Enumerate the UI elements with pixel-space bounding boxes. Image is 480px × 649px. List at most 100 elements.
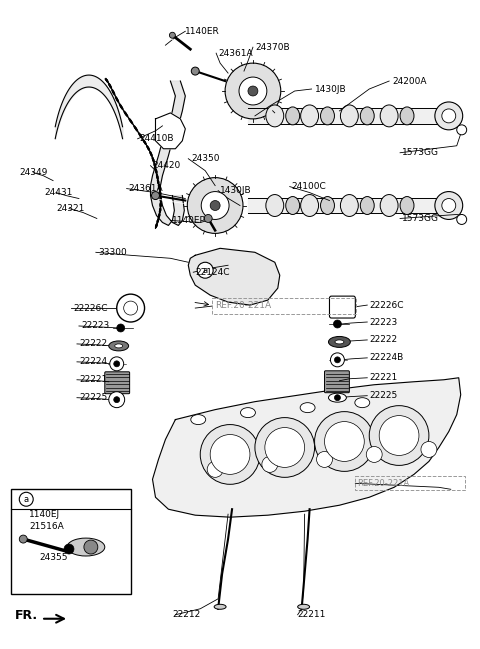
- Ellipse shape: [300, 195, 319, 217]
- Text: 1573GG: 1573GG: [402, 148, 439, 157]
- Circle shape: [379, 415, 419, 456]
- Circle shape: [442, 109, 456, 123]
- Text: REF.20-221A: REF.20-221A: [357, 479, 409, 488]
- Text: 1140EP: 1140EP: [172, 216, 206, 225]
- Text: REF.20-221A: REF.20-221A: [215, 300, 271, 310]
- Circle shape: [442, 199, 456, 212]
- Text: 24370B: 24370B: [255, 43, 289, 52]
- Circle shape: [239, 77, 267, 105]
- Circle shape: [110, 357, 124, 371]
- Ellipse shape: [298, 604, 310, 609]
- Text: a: a: [203, 265, 208, 275]
- Text: 22222: 22222: [79, 339, 107, 349]
- Circle shape: [109, 392, 125, 408]
- Text: 22226C: 22226C: [73, 304, 108, 313]
- Ellipse shape: [443, 106, 459, 126]
- Circle shape: [114, 361, 120, 367]
- Ellipse shape: [300, 402, 315, 413]
- Circle shape: [192, 67, 199, 75]
- Ellipse shape: [340, 105, 358, 127]
- FancyBboxPatch shape: [324, 371, 349, 393]
- Circle shape: [19, 535, 27, 543]
- Text: 33300: 33300: [98, 248, 127, 257]
- Text: 1140ER: 1140ER: [185, 27, 220, 36]
- Ellipse shape: [286, 107, 300, 125]
- Circle shape: [201, 191, 229, 219]
- Text: 1573GG: 1573GG: [402, 214, 439, 223]
- Ellipse shape: [380, 105, 398, 127]
- Circle shape: [435, 191, 463, 219]
- Text: 22222: 22222: [369, 336, 397, 345]
- Text: 1430JB: 1430JB: [220, 186, 252, 195]
- Circle shape: [64, 544, 74, 554]
- Text: 22212: 22212: [172, 610, 201, 619]
- Circle shape: [117, 324, 125, 332]
- Ellipse shape: [360, 107, 374, 125]
- Circle shape: [225, 63, 281, 119]
- Ellipse shape: [321, 197, 335, 214]
- Ellipse shape: [191, 415, 206, 424]
- Ellipse shape: [321, 107, 335, 125]
- Text: 24431: 24431: [44, 188, 72, 197]
- Circle shape: [421, 441, 437, 458]
- Text: a: a: [24, 495, 29, 504]
- Circle shape: [197, 262, 213, 278]
- Circle shape: [200, 424, 260, 484]
- Text: 22224: 22224: [79, 358, 107, 366]
- Text: 22224B: 22224B: [369, 353, 404, 362]
- Text: 24200A: 24200A: [392, 77, 427, 86]
- Ellipse shape: [300, 105, 319, 127]
- Bar: [212, 298, 356, 314]
- Circle shape: [255, 417, 314, 478]
- Circle shape: [335, 357, 340, 363]
- Circle shape: [84, 540, 98, 554]
- Text: 1140EJ: 1140EJ: [29, 509, 60, 519]
- Text: 1430JB: 1430JB: [314, 84, 346, 93]
- Circle shape: [169, 32, 175, 38]
- Ellipse shape: [240, 408, 255, 417]
- Ellipse shape: [328, 393, 347, 402]
- Ellipse shape: [115, 344, 123, 348]
- Text: 22223: 22223: [369, 317, 397, 326]
- Circle shape: [316, 452, 333, 467]
- Text: 24361A: 24361A: [218, 49, 253, 58]
- FancyBboxPatch shape: [105, 372, 130, 394]
- Polygon shape: [153, 378, 461, 517]
- FancyBboxPatch shape: [329, 296, 355, 318]
- Ellipse shape: [109, 341, 129, 351]
- Circle shape: [369, 406, 429, 465]
- Ellipse shape: [380, 195, 398, 217]
- Text: 24350: 24350: [192, 154, 220, 163]
- Text: 21516A: 21516A: [29, 522, 64, 531]
- Circle shape: [330, 353, 344, 367]
- Ellipse shape: [214, 604, 226, 609]
- Text: 24361A: 24361A: [129, 184, 163, 193]
- Ellipse shape: [266, 195, 284, 217]
- Circle shape: [265, 428, 305, 467]
- Text: 24420: 24420: [153, 161, 181, 170]
- Polygon shape: [156, 113, 185, 149]
- Text: 22124C: 22124C: [195, 268, 230, 276]
- Text: 22211: 22211: [298, 610, 326, 619]
- Circle shape: [334, 320, 341, 328]
- Circle shape: [187, 178, 243, 234]
- Ellipse shape: [266, 105, 284, 127]
- Text: 24410B: 24410B: [140, 134, 174, 143]
- Text: 22225: 22225: [369, 391, 397, 400]
- Ellipse shape: [360, 197, 374, 214]
- Text: 24355: 24355: [39, 552, 68, 561]
- Circle shape: [248, 86, 258, 96]
- Circle shape: [457, 214, 467, 225]
- Ellipse shape: [67, 538, 105, 556]
- Bar: [355, 476, 465, 490]
- Text: 22226C: 22226C: [369, 300, 404, 310]
- Circle shape: [366, 447, 382, 462]
- Circle shape: [335, 395, 340, 400]
- Circle shape: [435, 102, 463, 130]
- Ellipse shape: [355, 398, 370, 408]
- Circle shape: [314, 411, 374, 471]
- Circle shape: [117, 294, 144, 322]
- Circle shape: [207, 461, 223, 478]
- Text: FR.: FR.: [15, 609, 38, 622]
- Bar: [12, 489, 131, 594]
